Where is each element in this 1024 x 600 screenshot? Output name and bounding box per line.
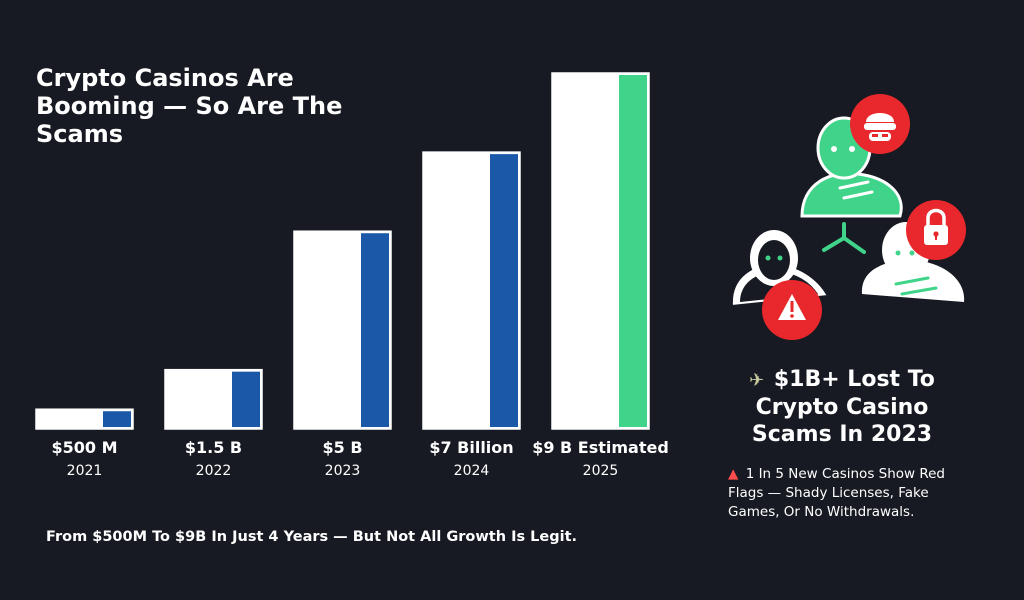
x-tick-label: 2022 [196, 463, 232, 479]
bar-accent-2025 [619, 75, 647, 427]
chart-title: Crypto Casinos Are Booming — So Are The … [36, 64, 343, 148]
chart-footnote: From $500M To $9B In Just 4 Years — But … [46, 529, 578, 545]
x-tick-label: 2025 [583, 463, 619, 479]
bar-value-label: $1.5 B [185, 438, 242, 457]
bar-value-label: $9 B Estimated [532, 438, 669, 457]
bar-accent-2023 [361, 233, 389, 427]
x-tick-label: 2024 [454, 463, 490, 479]
bar-value-label: $7 Billion [429, 438, 513, 457]
stat-headline-text: $1B+ Lost To Crypto Casino Scams In 2023 [751, 367, 935, 447]
bar-value-label: $500 M [51, 438, 117, 457]
bar-accent-2021 [103, 411, 131, 427]
bar-chart: $500 M 2021 $1.5 B 2022 $5 B 2023 $7 Billion 20… [35, 72, 669, 479]
siren-icon: ▲ [728, 466, 739, 482]
stat-detail: ▲ 1 In 5 New Casinos Show Red Flags — Sh… [728, 465, 968, 522]
network-connector-icon [822, 222, 866, 254]
stat-headline: ✈ $1B+ Lost To Crypto Casino Scams In 20… [722, 366, 962, 448]
stat-detail-text: 1 In 5 New Casinos Show Red Flags — Shad… [728, 466, 946, 520]
hacker-badge-icon [850, 94, 910, 154]
x-tick-label: 2021 [67, 463, 103, 479]
warning-badge-icon [762, 280, 822, 340]
bar-accent-2024 [490, 154, 518, 427]
lock-badge-icon [906, 200, 966, 260]
scam-stat-panel: ✈ $1B+ Lost To Crypto Casino Scams In 20… [722, 366, 962, 522]
bar-accent-2022 [232, 371, 260, 427]
x-tick-label: 2023 [325, 463, 361, 479]
bar-value-label: $5 B [322, 438, 362, 457]
money-with-wings-icon: ✈ [749, 370, 765, 391]
scam-network-illustration [730, 94, 966, 340]
